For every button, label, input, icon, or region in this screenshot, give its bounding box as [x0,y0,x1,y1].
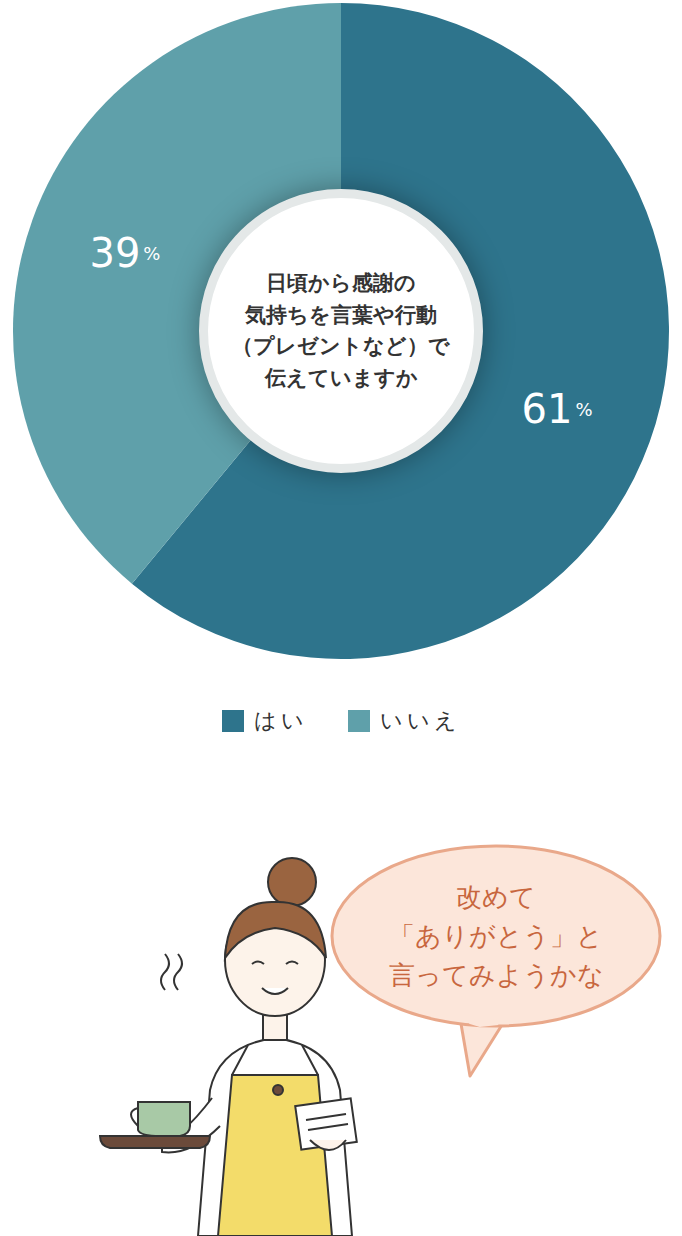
html-text:改めて 「ありがとう」と 言ってみようかな: 改めて 「ありがとう」と 言ってみようかな [388,881,604,990]
svg-text:61%: 61% [522,386,593,432]
html-text:はい: はい [253,708,308,733]
svg-text:39%: 39% [89,230,160,276]
html-text:日頃から感謝の 気持ちを言葉や行動 （プレゼントなど）で 伝: 日頃から感謝の 気持ちを言葉や行動 （プレゼントなど）で 伝えていますか [232,271,450,390]
html-text:いいえ: いいえ [379,708,461,733]
